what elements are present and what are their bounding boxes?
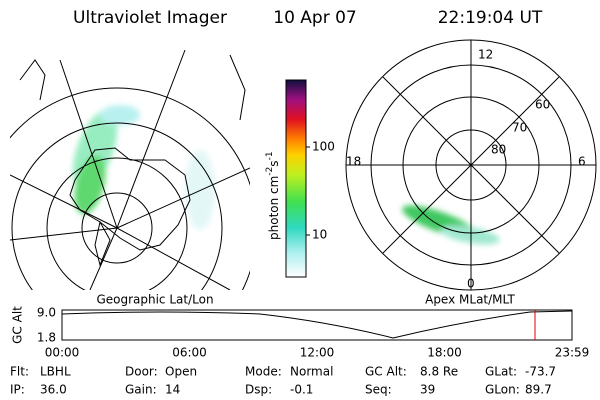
altitude-xtick: 23:59 (555, 346, 590, 360)
left-panel-label: Geographic Lat/Lon (96, 293, 213, 307)
altitude-ylabel: GC Alt (11, 306, 25, 344)
geographic-map (10, 49, 250, 290)
field-label: GLon: (485, 383, 520, 397)
unit: s (267, 160, 281, 166)
title: Ultraviolet Imager (73, 8, 227, 28)
field-label: Mode: (245, 365, 282, 379)
field-value: 14 (165, 383, 180, 397)
altitude-curve (61, 310, 573, 339)
field-label: GLat: (485, 365, 517, 379)
field-value: Normal (290, 365, 333, 379)
polar-plot (345, 39, 597, 291)
exponent: -1 (265, 151, 275, 160)
date: 10 Apr 07 (273, 8, 356, 28)
field-value: 36.0 (40, 383, 67, 397)
altitude-xtick: 06:00 (172, 346, 207, 360)
mlt-label: 0 (467, 277, 475, 291)
field-value: LBHL (40, 365, 71, 379)
field-label: Flt: (10, 365, 29, 379)
lat-label: 60 (535, 98, 550, 112)
altitude-ytick: 1.8 (37, 331, 56, 345)
exponent: -2 (265, 167, 275, 176)
altitude-xtick: 18:00 (427, 346, 462, 360)
lat-label: 70 (512, 121, 527, 135)
time: 22:19:04 UT (438, 8, 543, 28)
field-label: Gain: (125, 383, 157, 397)
mlt-label: 12 (478, 48, 493, 62)
field-label: IP: (10, 383, 25, 397)
mlt-label: 18 (346, 155, 361, 169)
mlt-label: 6 (578, 155, 586, 169)
altitude-xtick: 00:00 (45, 346, 80, 360)
colorbar-tick-label: 10 (312, 228, 327, 242)
altitude-box (61, 309, 573, 341)
right-panel-label: Apex MLat/MLT (425, 293, 515, 307)
field-value: -73.7 (525, 365, 556, 379)
lat-label: 80 (491, 143, 506, 157)
field-value: -0.1 (290, 383, 313, 397)
colorbar (285, 79, 307, 278)
field-label: Door: (125, 365, 158, 379)
colorbar-tick-label: 100 (312, 140, 335, 154)
field-value: 89.7 (525, 383, 552, 397)
field-value: Open (165, 365, 197, 379)
field-label: Dsp: (245, 383, 272, 397)
unit: photon cm (267, 176, 281, 240)
field-label: GC Alt: (365, 365, 407, 379)
field-label: Seq: (365, 383, 392, 397)
field-value: 8.8 Re (420, 365, 458, 379)
colorbar-label: photon cm-2s-1 (265, 151, 281, 240)
altitude-xtick: 12:00 (300, 346, 335, 360)
field-value: 39 (420, 383, 435, 397)
altitude-ytick: 9.0 (37, 306, 56, 320)
